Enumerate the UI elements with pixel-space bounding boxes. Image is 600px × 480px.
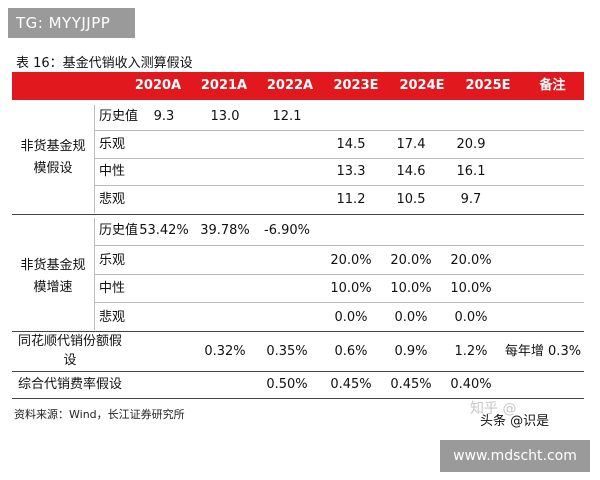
table-bottom-border bbox=[12, 398, 584, 399]
table-cell: 9.3 bbox=[153, 109, 175, 124]
row-separator bbox=[94, 158, 584, 159]
watermark-badge-top: TG: MYYJJPP bbox=[8, 8, 135, 38]
table-cell: 0.0% bbox=[454, 310, 488, 325]
table-cell: 0.0% bbox=[394, 310, 428, 325]
group-label-line: 非货基金规 bbox=[20, 139, 86, 154]
row-label: 历史值 bbox=[99, 109, 139, 124]
group-label-line: 模假设 bbox=[33, 161, 73, 176]
table-cell: 20.0% bbox=[330, 253, 372, 268]
watermark-url-badge: www.mdscht.com bbox=[440, 440, 590, 472]
row-label: 历史值 bbox=[99, 223, 139, 238]
row-label-market-share: 同花顺代销份额假 设 bbox=[14, 332, 126, 370]
header-2023e: 2023E bbox=[333, 78, 379, 93]
table-cell: 12.1 bbox=[272, 109, 302, 124]
table-cell: 13.3 bbox=[336, 164, 366, 179]
table-cell: 53.42% bbox=[139, 223, 189, 238]
header-2020a: 2020A bbox=[134, 78, 182, 93]
source-note: 资料来源：Wind，长江证券研究所 bbox=[14, 408, 185, 421]
table-cell: 0.50% bbox=[266, 377, 308, 392]
table-cell: 10.0% bbox=[450, 281, 492, 296]
header-2025e: 2025E bbox=[465, 78, 511, 93]
table-cell: 14.6 bbox=[396, 164, 426, 179]
table-cell: 10.5 bbox=[396, 192, 426, 207]
row-label-line: 设 bbox=[63, 353, 77, 368]
table-cell: 1.2% bbox=[454, 344, 488, 359]
watermark-zhihu: 知乎 @ bbox=[470, 401, 517, 417]
row-separator bbox=[94, 185, 584, 186]
table-cell: 20.0% bbox=[450, 253, 492, 268]
header-2021a: 2021A bbox=[200, 78, 248, 93]
watermark-toutiao: 头条 @识是 bbox=[480, 414, 550, 429]
row-separator bbox=[94, 274, 584, 275]
table-cell: 0.6% bbox=[334, 344, 368, 359]
table-cell: 0.45% bbox=[330, 377, 372, 392]
table-cell: 10.0% bbox=[390, 281, 432, 296]
group-separator bbox=[12, 214, 584, 215]
row-label-fee-rate: 综合代销费率假设 bbox=[14, 374, 126, 396]
table-cell: 0.0% bbox=[334, 310, 368, 325]
table-title: 表 16：基金代销收入测算假设 bbox=[16, 56, 193, 71]
table-cell: 0.9% bbox=[394, 344, 428, 359]
table-cell: 14.5 bbox=[336, 137, 366, 152]
header-2024e: 2024E bbox=[399, 78, 445, 93]
row-label: 悲观 bbox=[99, 310, 126, 325]
row-divider-vertical bbox=[94, 105, 95, 213]
group-separator bbox=[12, 331, 584, 332]
table-cell: 10.0% bbox=[330, 281, 372, 296]
header-2022a: 2022A bbox=[266, 78, 314, 93]
group-label-scale: 非货基金规 模假设 bbox=[14, 136, 92, 180]
row-label-line: 同花顺代销份额假 bbox=[17, 334, 122, 349]
table-header-bar: 2020A 2021A 2022A 2023E 2024E 2025E 备注 bbox=[12, 72, 584, 100]
table-cell: 0.45% bbox=[390, 377, 432, 392]
row-label: 乐观 bbox=[99, 137, 126, 152]
group-separator bbox=[12, 371, 584, 372]
header-remarks: 备注 bbox=[539, 78, 566, 93]
row-label: 悲观 bbox=[99, 192, 126, 207]
row-label: 中性 bbox=[99, 164, 126, 179]
row-label: 中性 bbox=[99, 281, 126, 296]
row-label: 乐观 bbox=[99, 253, 126, 268]
table-cell: 13.0 bbox=[210, 109, 240, 124]
table-cell: 0.32% bbox=[204, 344, 246, 359]
table-cell: -6.90% bbox=[264, 223, 310, 238]
table-cell: 17.4 bbox=[396, 137, 426, 152]
group-label-line: 非货基金规 bbox=[20, 258, 86, 273]
table-cell: 9.7 bbox=[460, 192, 482, 207]
table-cell: 39.78% bbox=[200, 223, 250, 238]
group-label-line: 模增速 bbox=[33, 280, 73, 295]
table-cell: 0.35% bbox=[266, 344, 308, 359]
group-label-growth: 非货基金规 模增速 bbox=[14, 255, 92, 299]
table-cell: 20.0% bbox=[390, 253, 432, 268]
table-cell: 11.2 bbox=[336, 192, 366, 207]
table-cell-remark: 每年增 0.3% bbox=[504, 344, 582, 359]
row-label-line: 综合代销费率假设 bbox=[17, 377, 122, 392]
table-cell: 16.1 bbox=[456, 164, 486, 179]
row-separator bbox=[94, 302, 584, 303]
row-separator bbox=[94, 245, 584, 246]
row-separator bbox=[94, 130, 584, 131]
table-cell: 0.40% bbox=[450, 377, 492, 392]
table-cell: 20.9 bbox=[456, 137, 486, 152]
